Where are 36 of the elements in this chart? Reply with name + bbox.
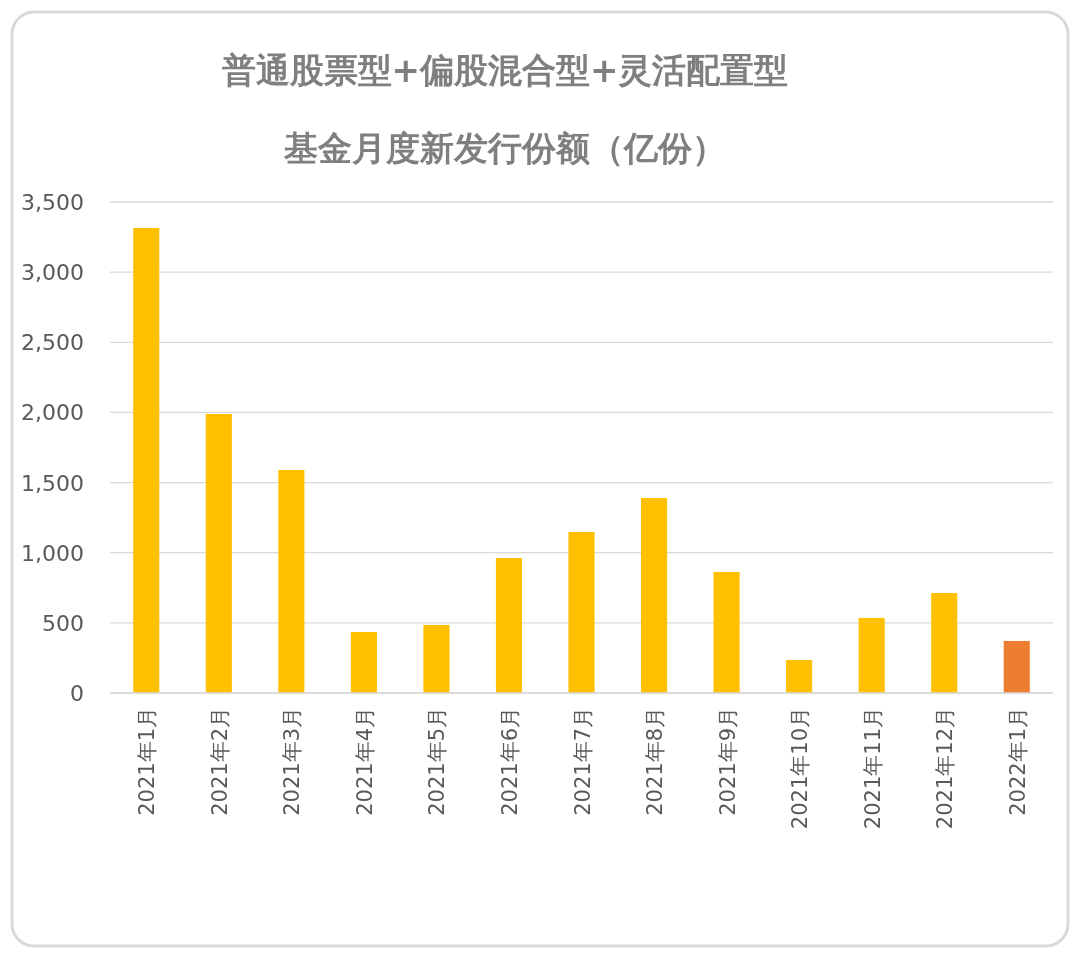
bar [858, 617, 885, 693]
x-tick-label: 2021年10月 [788, 707, 813, 830]
bar [640, 498, 668, 693]
y-tick-label: 500 [42, 610, 84, 636]
bar [786, 660, 813, 693]
bar [495, 558, 523, 693]
y-tick-label: 2,000 [21, 400, 84, 426]
x-tick-label: 2021年1月 [135, 707, 160, 816]
y-tick-label: 0 [70, 681, 84, 706]
x-tick-label: 2021年8月 [643, 707, 668, 816]
x-tick-label: 2021年12月 [933, 707, 958, 830]
x-tick-label: 2021年6月 [497, 707, 522, 816]
bar [713, 571, 740, 693]
y-tick-label: 3,000 [21, 260, 84, 286]
x-tick-label: 2021年7月 [570, 707, 595, 816]
bar [423, 624, 450, 693]
y-tick-label: 2,500 [21, 330, 84, 356]
x-tick-label: 2022年1月 [1005, 707, 1030, 816]
bar [278, 469, 305, 693]
x-tick-label: 2021年4月 [352, 707, 377, 816]
bar [350, 631, 377, 693]
bar [568, 531, 595, 693]
bar [205, 413, 232, 693]
x-tick-label: 2021年3月 [280, 707, 305, 816]
x-tick-label: 2021年5月 [425, 707, 450, 816]
x-tick-label: 2021年9月 [715, 707, 740, 816]
bar [1003, 640, 1030, 693]
x-tick-label: 2021年2月 [207, 707, 232, 816]
chart-subtitle: 基金月度新发行份额（亿份） [283, 128, 726, 168]
y-tick-label: 1,500 [21, 470, 84, 496]
bar [931, 592, 958, 693]
bar [133, 227, 160, 693]
y-tick-label: 3,500 [21, 190, 84, 215]
x-tick-label: 2021年11月 [860, 707, 885, 830]
chart-title: 普通股票型+偏股混合型+灵活配置型 [221, 50, 789, 90]
y-tick-label: 1,000 [21, 540, 84, 566]
